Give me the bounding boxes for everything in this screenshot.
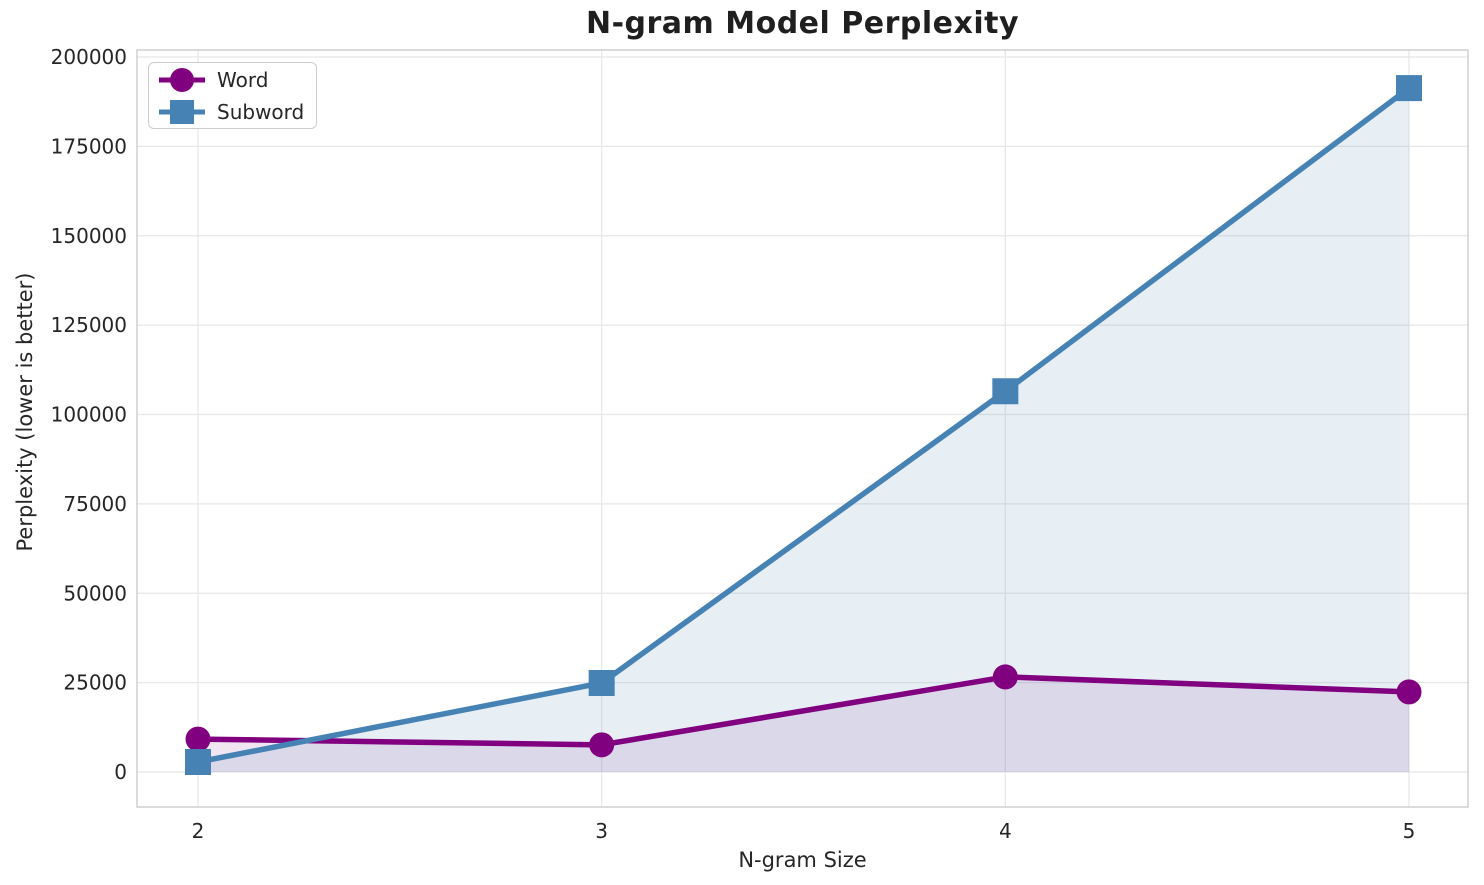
y-tick-label: 150000 [51, 224, 127, 248]
series-area-subword [198, 88, 1410, 773]
marker-subword [185, 748, 211, 775]
marker-subword [588, 669, 615, 696]
series-area-word [198, 676, 1410, 772]
x-tick-label: 4 [999, 819, 1012, 843]
marker-word [589, 732, 615, 758]
y-axis-label: Perplexity (lower is better) [13, 272, 37, 552]
marker-word [1396, 679, 1422, 705]
legend-item-word: Word [157, 65, 316, 95]
x-tick-label: 3 [595, 819, 608, 843]
y-tick-label: 200000 [51, 45, 127, 69]
marker-subword [992, 378, 1019, 405]
legend-item-subword: Subword [157, 97, 316, 127]
legend-label-word: Word [217, 67, 269, 92]
marker-word [185, 726, 211, 752]
y-tick-label: 25000 [63, 671, 127, 695]
x-tick-label: 2 [192, 819, 205, 843]
y-tick-label: 100000 [51, 403, 127, 427]
chart-title: N-gram Model Perplexity [585, 6, 1020, 41]
x-tick-label: 5 [1403, 819, 1416, 843]
y-tick-label: 125000 [51, 313, 127, 337]
legend-glyph [170, 99, 194, 124]
x-axis-label: N-gram Size [738, 848, 867, 872]
y-tick-label: 75000 [63, 492, 127, 516]
legend-marker-word-circle-icon [159, 67, 205, 92]
marker-subword [1396, 75, 1423, 102]
legend: Word Subword [148, 62, 317, 129]
y-tick-label: 50000 [63, 581, 127, 605]
series-line-subword [197, 85, 1411, 765]
legend-marker-subword-square-icon [159, 99, 205, 124]
marker-word [992, 664, 1018, 690]
y-tick-label: 0 [114, 760, 127, 784]
legend-glyph [170, 67, 194, 92]
plot-border [136, 49, 1469, 808]
y-tick-label: 175000 [51, 134, 127, 158]
legend-label-subword: Subword [217, 99, 305, 124]
series-line-word [197, 674, 1410, 748]
